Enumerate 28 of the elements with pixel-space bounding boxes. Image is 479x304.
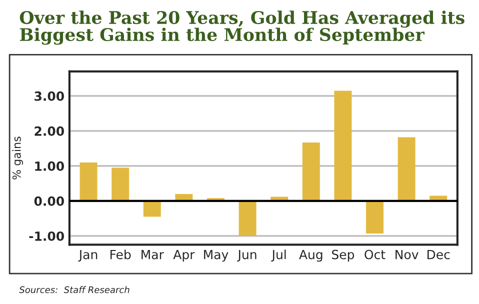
y-tick-label: 0.00 — [34, 196, 64, 206]
x-tick-label: Nov — [396, 250, 418, 260]
x-tick-label: Aug — [299, 250, 322, 262]
x-tick-label: Jul — [271, 250, 286, 262]
x-tick-label: Jun — [237, 250, 256, 262]
x-tick-label: Oct — [364, 250, 386, 260]
y-axis-title: % gains — [12, 136, 24, 180]
y-tick-label: 2.00 — [34, 126, 64, 136]
x-tick-label: Mar — [142, 250, 164, 260]
bar — [366, 200, 384, 234]
bar — [334, 90, 352, 201]
bar — [112, 168, 130, 201]
y-tick-label: 1.00 — [35, 161, 64, 171]
x-tick-label: Apr — [173, 250, 195, 262]
y-tick-label: 3.00 — [34, 91, 64, 101]
bar — [398, 137, 416, 201]
bar — [302, 142, 320, 201]
x-tick-label: Jan — [78, 250, 98, 262]
y-tick-label: -1.00 — [29, 231, 64, 241]
x-tick-label: May — [204, 250, 228, 262]
x-tick-label: Dec — [427, 250, 450, 260]
bar — [238, 200, 256, 236]
source-note: Sources: Staff Research — [19, 286, 130, 294]
chart-title: Over the Past 20 Years, Gold Has Averaged its Biggest Gains in the Month of September — [20, 10, 464, 45]
bar — [80, 162, 98, 201]
bar — [143, 200, 161, 217]
x-tick-label: Sep — [332, 250, 354, 262]
x-tick-label: Feb — [110, 250, 131, 260]
